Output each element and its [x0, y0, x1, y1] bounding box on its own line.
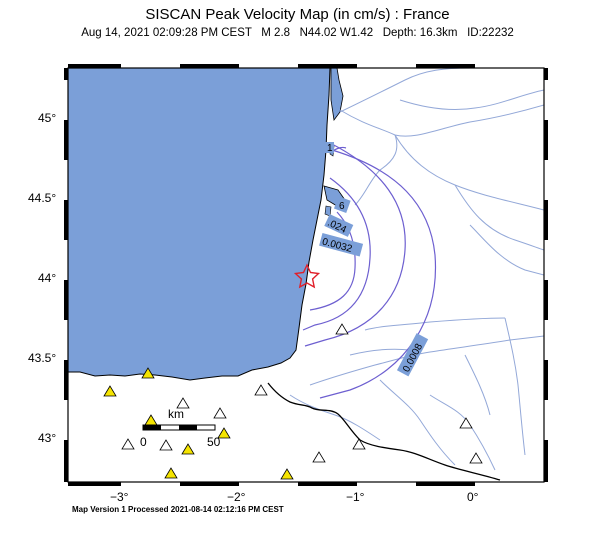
station-marker[interactable] [141, 367, 155, 379]
station-marker[interactable] [181, 443, 195, 455]
station-marker[interactable] [176, 397, 190, 409]
lat-tick-label: 43° [38, 431, 56, 445]
border-line [267, 382, 501, 481]
station-marker[interactable] [159, 439, 173, 451]
station-marker[interactable] [103, 385, 117, 397]
lon-tick-label: 0° [467, 490, 479, 504]
frame-border-right [544, 68, 548, 482]
lat-tick-label: 43.5° [28, 351, 56, 365]
ocean-area [68, 68, 331, 381]
lon-tick-labels: −3° −2° −1° 0° [110, 490, 479, 504]
contour-label-0008-box [396, 333, 429, 377]
lon-tick-label: −2° [227, 490, 246, 504]
lat-tick-labels: 45° 44.5° 44° 43.5° 43° [28, 111, 56, 445]
station-marker[interactable] [164, 467, 178, 479]
contour-label-0032-box [319, 233, 364, 257]
lat-tick-label: 44° [38, 271, 56, 285]
map-subtitle: Aug 14, 2021 02:09:28 PM CEST M 2.8 N44.… [81, 27, 514, 39]
lon-tick-label: −1° [346, 490, 365, 504]
station-marker[interactable] [280, 468, 294, 480]
frame-border-bottom [68, 482, 475, 486]
epicenter-star[interactable] [293, 263, 321, 289]
station-marker[interactable] [335, 323, 349, 335]
frame-border-top [68, 64, 475, 68]
scale-bar-end: 50 [207, 435, 221, 449]
map-title: SISCAN Peak Velocity Map (in cm/s) : Fra… [145, 6, 450, 23]
contour-label-1-box [324, 142, 334, 153]
contour-label-1: 1 [327, 143, 333, 154]
station-marker[interactable] [352, 438, 366, 450]
station-marker[interactable] [459, 417, 473, 429]
lat-tick-label: 45° [38, 111, 56, 125]
station-marker[interactable] [254, 384, 268, 396]
map-footer: Map Version 1 Processed 2021-08-14 02:12… [72, 505, 284, 514]
station-marker[interactable] [312, 451, 326, 463]
station-marker[interactable] [213, 407, 227, 419]
contour-label-024-box [324, 214, 354, 237]
lon-tick-label: −3° [110, 490, 129, 504]
stations [103, 323, 483, 480]
contour-label-6: 6 [339, 201, 345, 212]
scale-bar-segment [143, 425, 161, 430]
lat-tick-label: 44.5° [28, 191, 56, 205]
station-marker[interactable] [121, 438, 135, 450]
contour-label-6-box [333, 196, 351, 213]
scale-bar-segment [179, 425, 197, 430]
scale-bar: km 0 50 [140, 407, 221, 449]
station-marker[interactable] [469, 452, 483, 464]
gironde-estuary [330, 68, 344, 122]
scale-bar-start: 0 [140, 435, 147, 449]
station-marker[interactable] [217, 427, 231, 439]
scale-bar-unit: km [168, 407, 184, 421]
frame-border-left [64, 68, 68, 482]
